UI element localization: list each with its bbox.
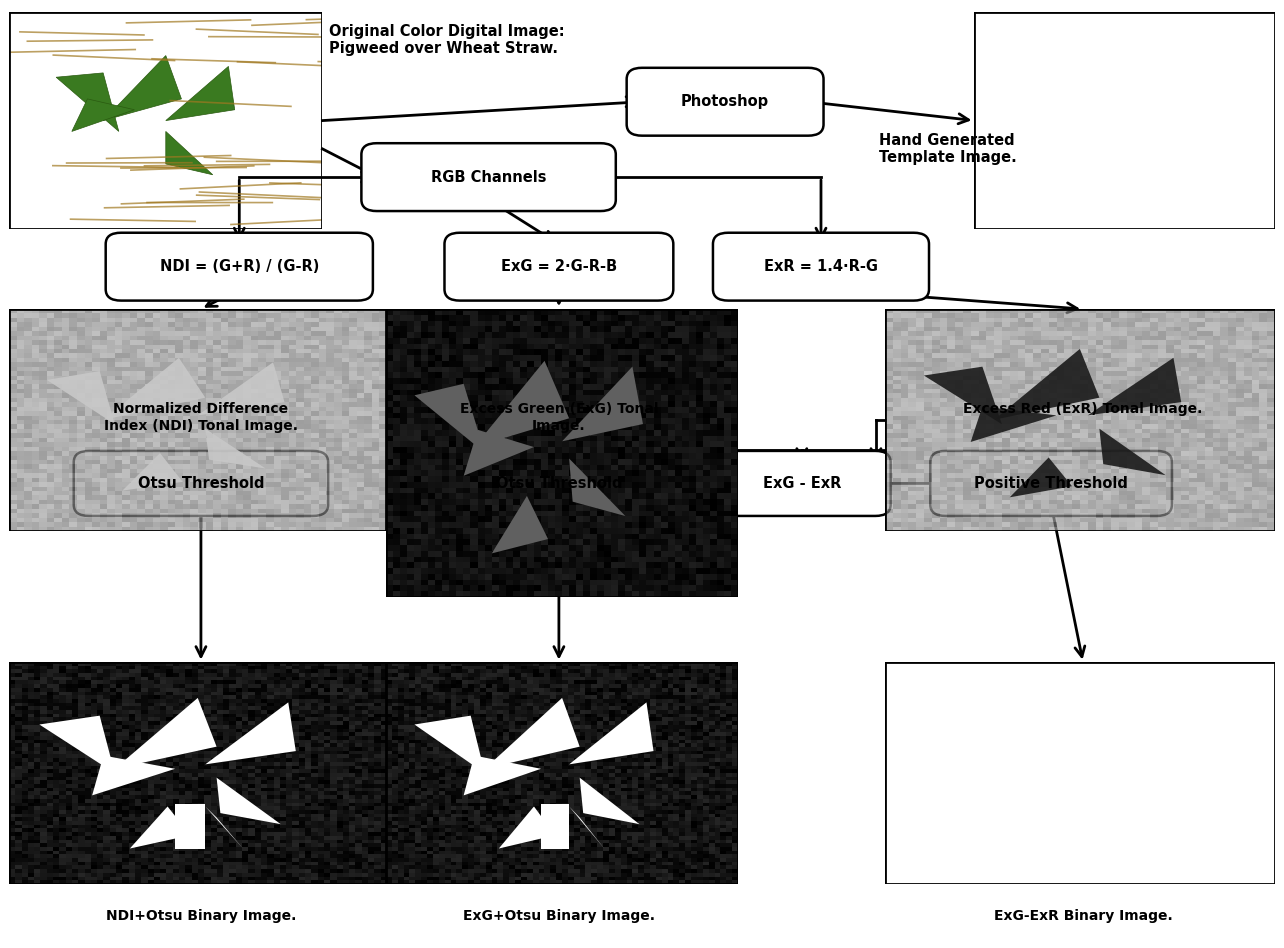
FancyBboxPatch shape (431, 451, 686, 516)
Text: Positive Threshold: Positive Threshold (975, 476, 1129, 491)
Text: ExG-ExR Binary Image.: ExG-ExR Binary Image. (994, 909, 1172, 923)
FancyBboxPatch shape (361, 143, 616, 211)
FancyBboxPatch shape (105, 233, 372, 301)
Text: NDI+Otsu Binary Image.: NDI+Otsu Binary Image. (105, 909, 297, 923)
FancyBboxPatch shape (713, 233, 930, 301)
Text: NDI = (G+R) / (G-R): NDI = (G+R) / (G-R) (159, 259, 318, 274)
Text: ExG = 2·G-R-B: ExG = 2·G-R-B (501, 259, 618, 274)
Text: Otsu Threshold: Otsu Threshold (496, 476, 623, 491)
Text: ExG - ExR: ExG - ExR (763, 476, 841, 491)
Text: ExG+Otsu Binary Image.: ExG+Otsu Binary Image. (464, 909, 655, 923)
FancyBboxPatch shape (931, 451, 1172, 516)
Text: Original Color Digital Image:
Pigweed over Wheat Straw.: Original Color Digital Image: Pigweed ov… (329, 24, 565, 56)
Text: Excess Green (ExG) Tonal
Image.: Excess Green (ExG) Tonal Image. (460, 402, 659, 432)
FancyBboxPatch shape (444, 233, 673, 301)
FancyBboxPatch shape (627, 68, 823, 136)
Text: Normalized Difference
Index (NDI) Tonal Image.: Normalized Difference Index (NDI) Tonal … (104, 402, 298, 432)
Text: Excess Red (ExR) Tonal Image.: Excess Red (ExR) Tonal Image. (963, 402, 1203, 416)
Text: Hand Generated
Template Image.: Hand Generated Template Image. (878, 133, 1016, 165)
FancyBboxPatch shape (73, 451, 329, 516)
Text: RGB Channels: RGB Channels (431, 170, 546, 185)
FancyBboxPatch shape (713, 451, 891, 516)
Text: Otsu Threshold: Otsu Threshold (137, 476, 265, 491)
Text: Photoshop: Photoshop (681, 94, 769, 109)
Text: ExR = 1.4·R-G: ExR = 1.4·R-G (764, 259, 878, 274)
